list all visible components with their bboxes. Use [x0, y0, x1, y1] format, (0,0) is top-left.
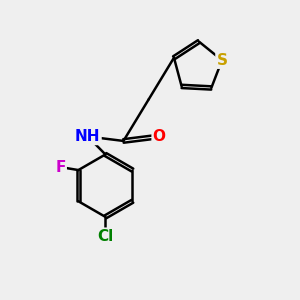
- Text: O: O: [153, 129, 166, 144]
- Text: F: F: [56, 160, 66, 175]
- Text: NH: NH: [75, 129, 100, 144]
- Text: Cl: Cl: [97, 229, 113, 244]
- Text: S: S: [217, 53, 227, 68]
